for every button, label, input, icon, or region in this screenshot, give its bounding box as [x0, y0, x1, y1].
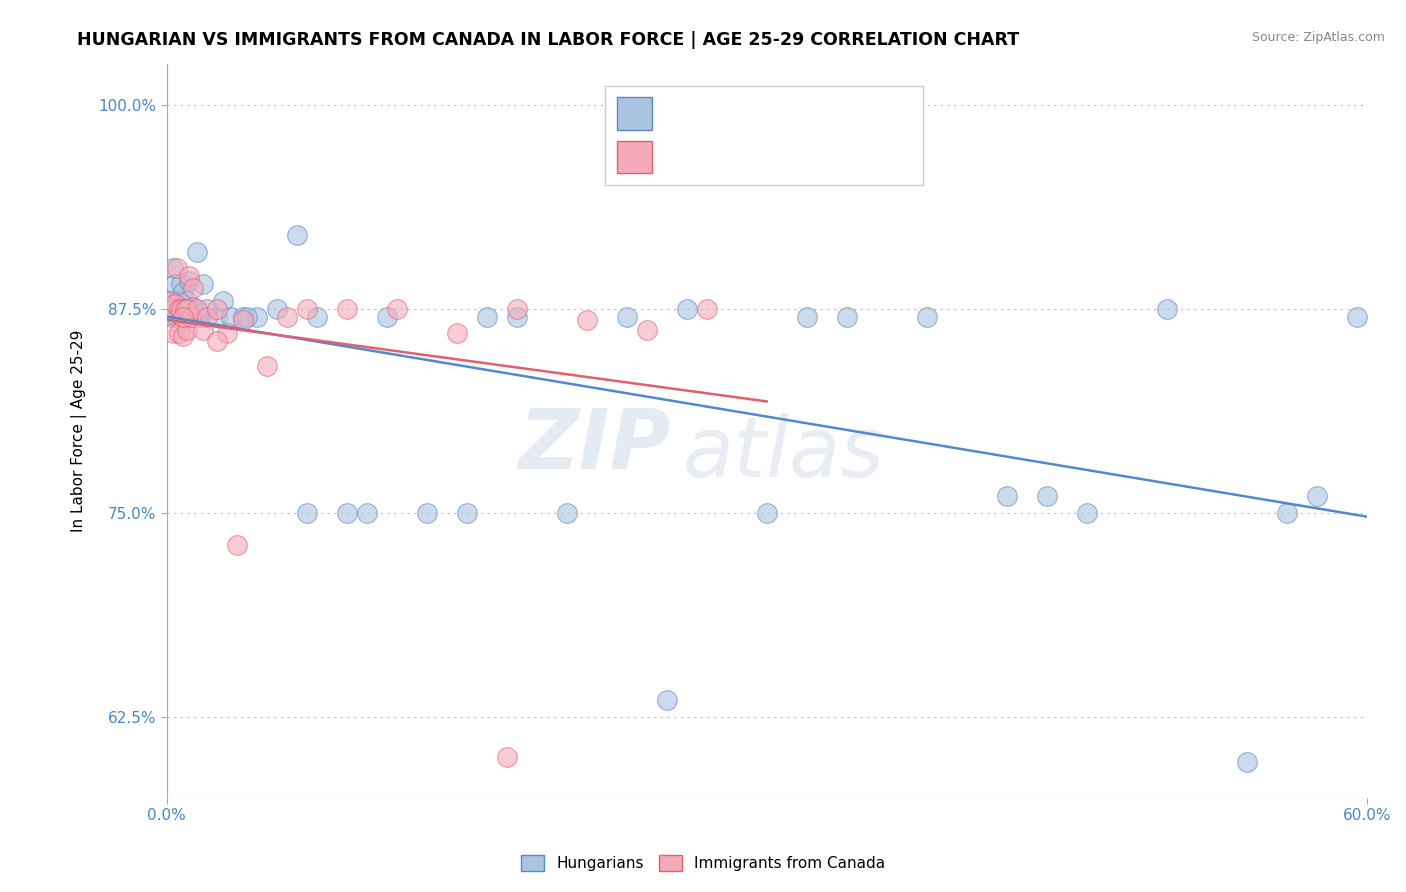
Point	[655, 693, 678, 707]
Point	[163, 297, 186, 311]
Point	[555, 506, 578, 520]
Point	[163, 277, 186, 292]
Point	[616, 310, 638, 324]
Point	[835, 310, 858, 324]
Point	[1156, 301, 1178, 316]
Point	[176, 310, 198, 324]
Point	[232, 310, 254, 324]
Point	[1236, 755, 1258, 769]
Point	[456, 506, 478, 520]
Point	[375, 310, 398, 324]
Point	[1035, 489, 1057, 503]
Point	[336, 506, 359, 520]
Point	[176, 323, 198, 337]
Point	[636, 323, 658, 337]
Point	[215, 326, 238, 341]
Point	[219, 310, 242, 324]
Point	[167, 301, 190, 316]
Point	[696, 301, 718, 316]
Point	[177, 274, 200, 288]
Point	[173, 301, 195, 316]
Point	[995, 489, 1018, 503]
Point	[177, 269, 200, 284]
Point	[225, 538, 247, 552]
Point	[232, 313, 254, 327]
Point	[167, 301, 190, 316]
Point	[266, 301, 288, 316]
Point	[416, 506, 439, 520]
Point	[246, 310, 269, 324]
Point	[173, 301, 195, 316]
Point	[176, 293, 198, 308]
Point	[167, 326, 190, 341]
Point	[181, 300, 204, 314]
Point	[180, 310, 202, 324]
Point	[575, 313, 598, 327]
Point	[195, 301, 218, 316]
Point	[162, 310, 184, 324]
Point	[295, 301, 318, 316]
Text: ZIP: ZIP	[519, 405, 671, 486]
Point	[159, 293, 181, 308]
Point	[336, 301, 359, 316]
Point	[506, 310, 529, 324]
Point	[187, 310, 209, 324]
Point	[495, 750, 517, 764]
Point	[211, 293, 233, 308]
Point	[172, 285, 194, 300]
Point	[180, 310, 202, 324]
Point	[166, 260, 188, 275]
Point	[170, 310, 193, 324]
Point	[170, 301, 193, 316]
Point	[1275, 506, 1298, 520]
Text: Source: ZipAtlas.com: Source: ZipAtlas.com	[1251, 31, 1385, 45]
Point	[1076, 506, 1098, 520]
Point	[191, 277, 214, 292]
Point	[755, 506, 778, 520]
Point	[205, 301, 228, 316]
Point	[159, 293, 181, 308]
Y-axis label: In Labor Force | Age 25-29: In Labor Force | Age 25-29	[72, 330, 87, 533]
Point	[285, 228, 308, 243]
Point	[186, 244, 208, 259]
Point	[305, 310, 328, 324]
Point	[506, 301, 529, 316]
Point	[186, 301, 208, 316]
Point	[166, 293, 188, 308]
Point	[1346, 310, 1368, 324]
Point	[162, 326, 184, 341]
Point	[796, 310, 818, 324]
Legend: Hungarians, Immigrants from Canada: Hungarians, Immigrants from Canada	[515, 849, 891, 877]
Point	[172, 329, 194, 343]
Text: HUNGARIAN VS IMMIGRANTS FROM CANADA IN LABOR FORCE | AGE 25-29 CORRELATION CHART: HUNGARIAN VS IMMIGRANTS FROM CANADA IN L…	[77, 31, 1019, 49]
Point	[675, 301, 697, 316]
Point	[1306, 489, 1329, 503]
Point	[172, 310, 194, 324]
Point	[915, 310, 938, 324]
Point	[162, 260, 184, 275]
Point	[195, 310, 218, 324]
Point	[205, 310, 228, 324]
Point	[162, 301, 184, 316]
Point	[176, 301, 198, 316]
Point	[170, 277, 193, 292]
Point	[167, 293, 190, 308]
Point	[181, 280, 204, 294]
Point	[236, 310, 259, 324]
Point	[172, 310, 194, 324]
Point	[475, 310, 498, 324]
Point	[295, 506, 318, 520]
Point	[385, 301, 408, 316]
Point	[256, 359, 278, 373]
Point	[205, 334, 228, 349]
Text: atlas: atlas	[683, 413, 884, 493]
Point	[166, 310, 188, 324]
Point	[446, 326, 468, 341]
Point	[276, 310, 298, 324]
Point	[191, 323, 214, 337]
Point	[356, 506, 378, 520]
